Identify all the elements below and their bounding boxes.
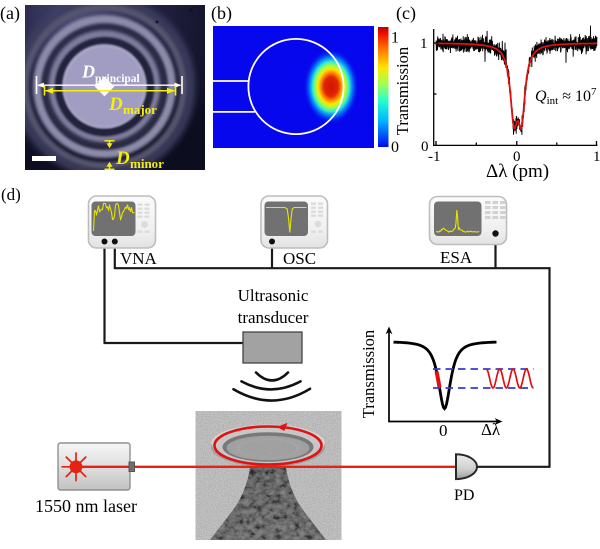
svg-text:1550 nm laser: 1550 nm laser [35,496,137,516]
svg-text:(d): (d) [1,185,21,204]
svg-text:principal: principal [95,73,140,85]
svg-text:(c): (c) [396,3,416,24]
svg-text:D: D [108,94,123,115]
svg-text:transducer: transducer [238,308,309,327]
svg-text:(a): (a) [0,3,20,24]
svg-text:Ultrasonic: Ultrasonic [238,286,309,305]
svg-text:1: 1 [420,36,428,52]
svg-text:1: 1 [593,149,600,165]
svg-text:(b): (b) [211,3,232,24]
svg-text:1: 1 [391,30,399,47]
svg-text:ESA: ESA [440,248,473,267]
svg-text:0: 0 [421,139,429,155]
svg-text:Δλ: Δλ [481,420,501,439]
svg-text:0: 0 [513,149,521,165]
svg-text:Transmission: Transmission [393,47,412,135]
svg-text:major: major [123,102,157,117]
svg-text:VNA: VNA [120,249,158,268]
svg-text:-1: -1 [428,149,441,165]
svg-text:D: D [81,62,95,82]
svg-text:Transmission: Transmission [359,330,378,418]
svg-text:PD: PD [454,487,474,504]
svg-text:0: 0 [439,421,448,440]
svg-text:OSC: OSC [283,249,316,268]
svg-text:minor: minor [130,156,164,171]
svg-text:D: D [115,148,130,169]
svg-text:0: 0 [391,139,399,156]
svg-text:Δλ (pm): Δλ (pm) [486,161,549,182]
svg-text:Qint ≈ 107: Qint ≈ 107 [535,86,597,107]
